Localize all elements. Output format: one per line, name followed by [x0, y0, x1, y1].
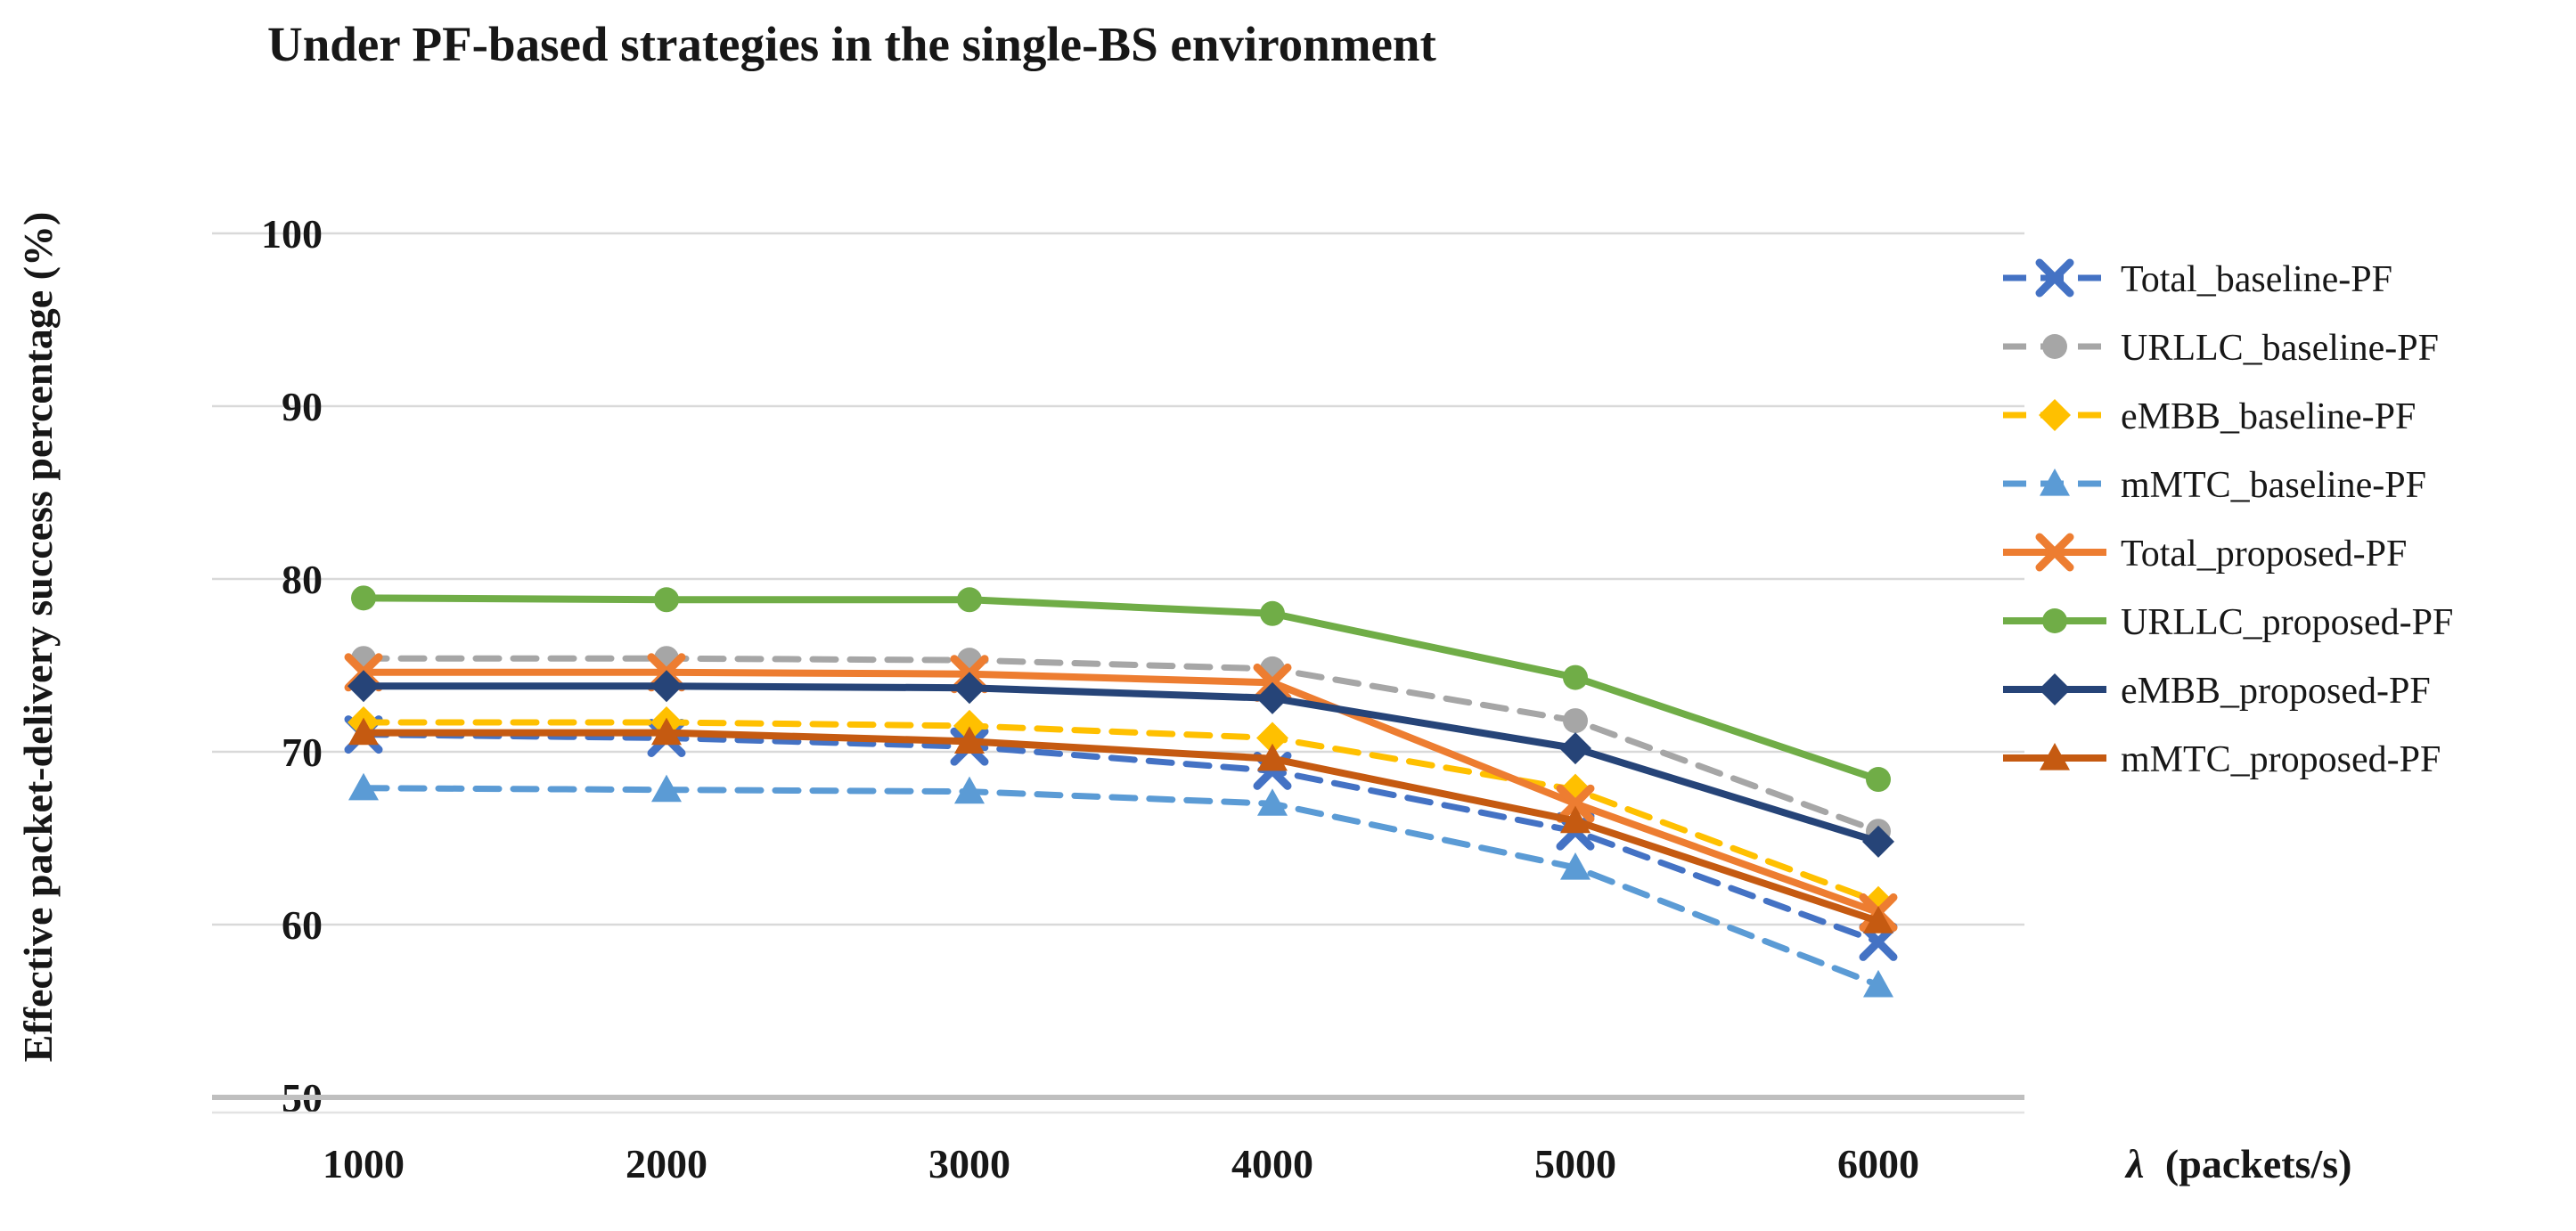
legend-item: URLLC_baseline-PF [2003, 328, 2439, 369]
series-mMTC_baseline-PF [348, 772, 1893, 998]
triangle-marker-icon [348, 772, 379, 801]
x-tick-label: 2000 [626, 1141, 707, 1186]
circle-marker-icon [2042, 608, 2067, 633]
y-tick-label: 60 [282, 902, 323, 948]
series-line [360, 785, 1882, 989]
circle-marker-icon [1563, 708, 1588, 734]
series-line [360, 655, 1882, 835]
y-tick-label: 80 [282, 557, 323, 602]
legend: Total_baseline-PF URLLC_baseline-PF eMBB_b… [2003, 258, 2453, 780]
legend-item: URLLC_proposed-PF [2003, 602, 2453, 643]
diamond-marker-icon [1256, 681, 1288, 714]
legend-label: URLLC_proposed-PF [2121, 602, 2453, 643]
legend-label: mMTC_baseline-PF [2121, 465, 2426, 506]
legend-label: Total_proposed-PF [2121, 534, 2407, 575]
x-tick-label: 3000 [928, 1141, 1010, 1186]
x-tick-label: 6000 [1837, 1141, 1919, 1186]
diamond-marker-icon [953, 672, 985, 705]
legend-item: Total_baseline-PF [2003, 258, 2392, 300]
diamond-marker-icon [2039, 399, 2071, 431]
y-axis-title: Effective packet-delivery success percen… [15, 212, 61, 1063]
series-eMBB_proposed-PF [348, 670, 1894, 858]
triangle-marker-icon [1560, 805, 1591, 834]
series-line [360, 668, 1882, 917]
triangle-marker-icon [348, 717, 379, 746]
diamond-marker-icon [650, 670, 683, 703]
series-line [360, 594, 1882, 784]
diamond-marker-icon [953, 709, 985, 742]
series-line [360, 719, 1882, 906]
series-line [360, 729, 1882, 925]
circle-marker-icon [1563, 664, 1588, 690]
series-mMTC_proposed-PF [348, 717, 1893, 933]
diamond-marker-icon [1862, 825, 1894, 858]
legend-label: eMBB_baseline-PF [2121, 396, 2416, 437]
triangle-marker-icon [1863, 969, 1893, 998]
triangle-marker-icon [954, 726, 985, 754]
y-tick-label: 70 [282, 730, 323, 775]
legend-item: eMBB_proposed-PF [2003, 671, 2431, 712]
diamond-marker-icon [348, 670, 380, 703]
legend-item: mMTC_baseline-PF [2003, 465, 2426, 506]
series-line [360, 731, 1882, 945]
x-marker-icon [2035, 533, 2074, 572]
x-marker-icon [1556, 784, 1595, 823]
circle-marker-icon [1260, 600, 1285, 626]
chart-title: Under PF-based strategies in the single-… [267, 17, 1437, 71]
triangle-marker-icon [1257, 788, 1288, 816]
legend-label: URLLC_baseline-PF [2121, 328, 2439, 369]
series-Total_proposed-PF [344, 653, 1898, 932]
legend-item: Total_proposed-PF [2003, 533, 2407, 575]
circle-marker-icon [1866, 767, 1891, 793]
legend-label: eMBB_proposed-PF [2121, 671, 2431, 712]
x-axis-title-symbol: λ [2124, 1141, 2144, 1186]
x-axis-title: λ (packets/s) [2124, 1141, 2351, 1186]
legend-label: mMTC_proposed-PF [2121, 739, 2441, 780]
triangle-marker-icon [651, 717, 682, 746]
circle-marker-icon [2042, 334, 2067, 359]
x-tick-label: 5000 [1534, 1141, 1616, 1186]
y-tick-label: 100 [261, 211, 323, 257]
y-tick-label: 90 [282, 384, 323, 429]
x-tick-label: 4000 [1231, 1141, 1313, 1186]
series-line [360, 682, 1882, 845]
circle-marker-icon [351, 585, 376, 611]
series-eMBB_baseline-PF [348, 706, 1894, 918]
triangle-marker-icon [1560, 852, 1591, 880]
legend-item: eMBB_baseline-PF [2003, 396, 2416, 437]
circle-marker-icon [654, 587, 679, 613]
circle-marker-icon [957, 587, 982, 613]
x-axis-title-unit: (packets/s) [2165, 1141, 2352, 1186]
legend-label: Total_baseline-PF [2121, 259, 2392, 300]
triangle-marker-icon [651, 774, 682, 803]
triangle-marker-icon [2040, 743, 2070, 770]
triangle-marker-icon [1257, 743, 1288, 771]
triangle-marker-icon [954, 776, 985, 804]
series-URLLC_proposed-PF [351, 585, 1891, 793]
legend-item: mMTC_proposed-PF [2003, 739, 2441, 780]
triangle-marker-icon [2040, 469, 2070, 496]
diamond-marker-icon [2039, 673, 2071, 705]
diamond-marker-icon [1256, 721, 1288, 754]
x-marker-icon [2035, 258, 2074, 298]
triangle-marker-icon [1863, 906, 1893, 933]
diamond-marker-icon [1559, 732, 1591, 765]
x-tick-label: 1000 [323, 1141, 405, 1186]
